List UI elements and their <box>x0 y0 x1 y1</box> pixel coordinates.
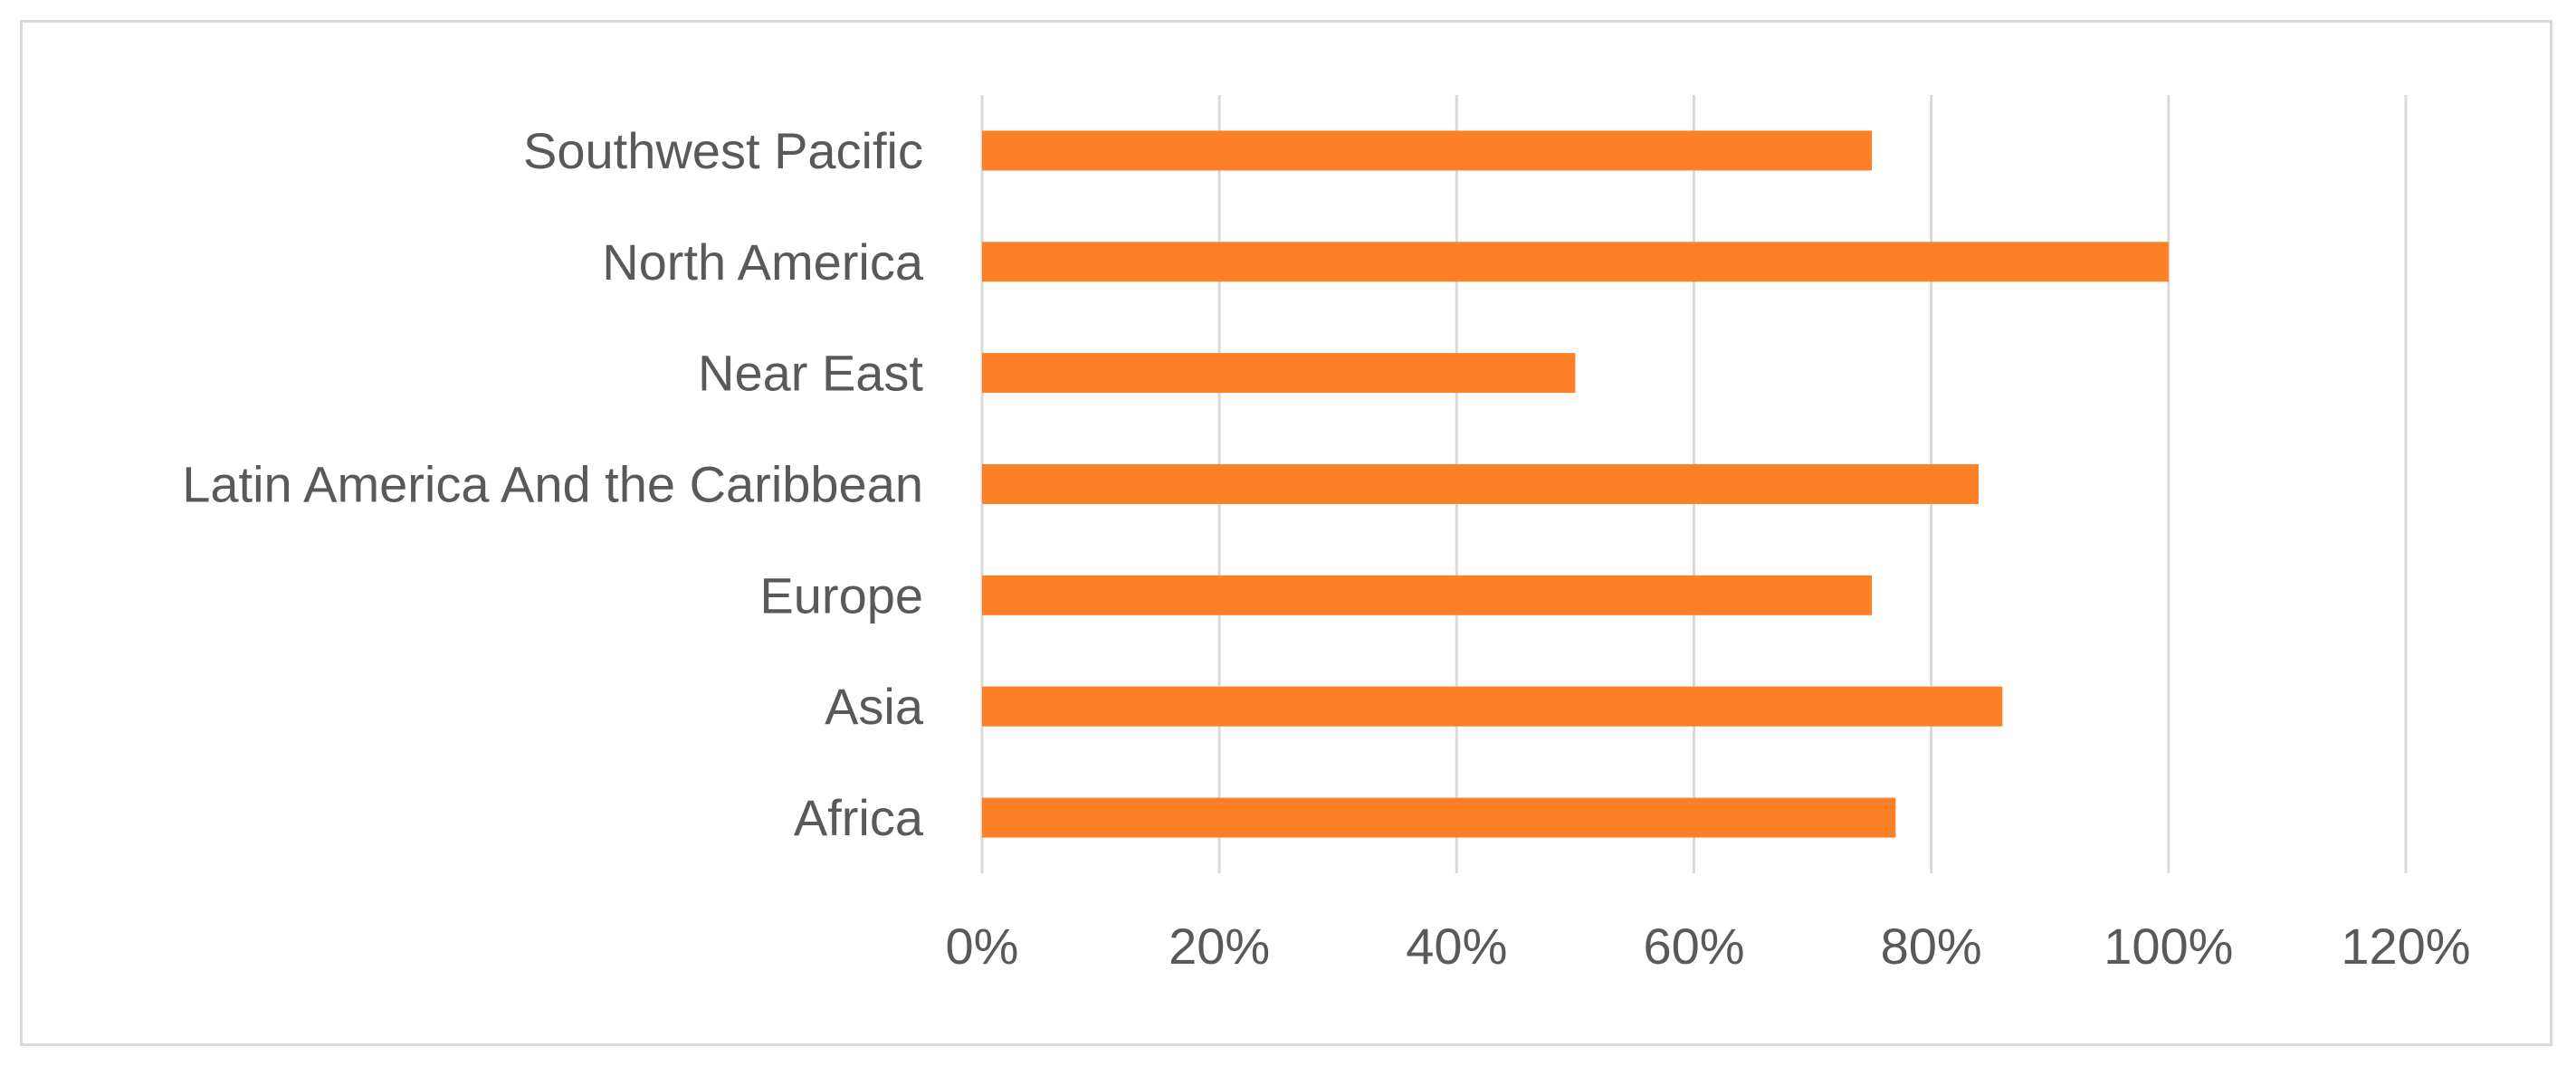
bar-asia <box>982 686 2003 727</box>
bars <box>982 130 2169 838</box>
x-tick-label-60: 60% <box>1643 918 1744 975</box>
category-labels: Southwest Pacific North America Near East L… <box>182 122 924 846</box>
category-label-asia: Asia <box>825 678 924 735</box>
bar-africa <box>982 797 1896 838</box>
x-tick-label-120: 120% <box>2341 918 2470 975</box>
x-tick-label-0: 0% <box>946 918 1019 975</box>
bar-north-america <box>982 242 2169 282</box>
x-tick-label-40: 40% <box>1406 918 1507 975</box>
bar-southwest-pacific <box>982 130 1873 171</box>
bar-europe <box>982 575 1873 615</box>
category-label-latin-america-and-the-caribbean: Latin America And the Caribbean <box>182 456 923 513</box>
x-axis-tick-labels: 0% 20% 40% 60% 80% 100% 120% <box>946 918 2471 975</box>
bar-near-east <box>982 353 1576 394</box>
category-label-near-east: Near East <box>698 345 923 402</box>
category-label-southwest-pacific: Southwest Pacific <box>523 122 923 179</box>
category-label-europe: Europe <box>759 566 923 623</box>
x-tick-label-20: 20% <box>1169 918 1270 975</box>
category-label-north-america: North America <box>602 233 924 290</box>
category-label-africa: Africa <box>794 789 924 846</box>
bar-latin-america-and-the-caribbean <box>982 464 1980 504</box>
x-tick-label-80: 80% <box>1881 918 1982 975</box>
chart-frame <box>20 20 2552 1046</box>
x-tick-label-100: 100% <box>2104 918 2233 975</box>
